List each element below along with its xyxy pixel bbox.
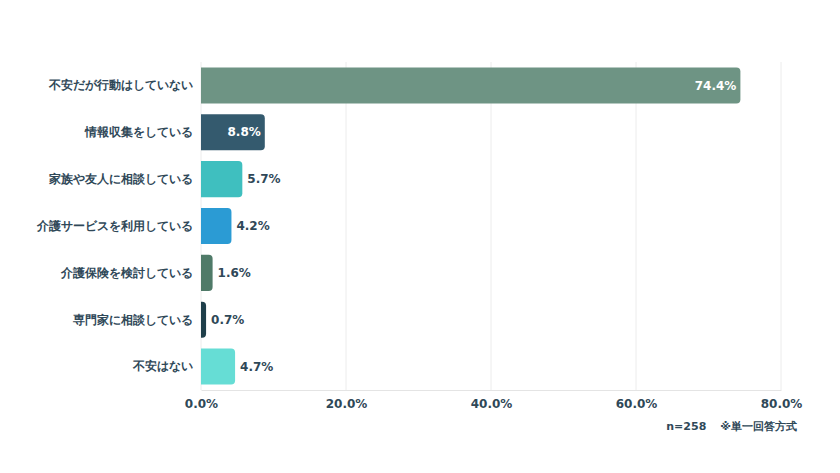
- y-tick: 不安はない: [132, 359, 201, 373]
- x-tick-label: 80.0%: [761, 397, 803, 411]
- y-tick: 家族や友人に相談している: [48, 172, 201, 186]
- grid-line: [781, 62, 782, 390]
- y-tick: 専門家に相談している: [72, 313, 201, 327]
- grid-line: [636, 62, 637, 390]
- annotation: n=258: [666, 420, 706, 433]
- x-tick: 20.0%: [326, 390, 368, 411]
- x-tick: 60.0%: [616, 390, 658, 411]
- x-tick-label: 40.0%: [471, 397, 513, 411]
- bar: [201, 114, 265, 150]
- data-label: 1.6%: [218, 266, 251, 280]
- y-tick: 介護サービスを利用している: [36, 219, 201, 233]
- data-label: 74.4%: [695, 79, 737, 93]
- x-axis: 0.0% 20.0% 40.0% 60.0% 80.0%: [185, 390, 802, 411]
- bar: [201, 67, 740, 103]
- bar: [201, 161, 242, 197]
- y-tick: 介護保険を検討している: [60, 266, 201, 280]
- category-label: 不安はない: [132, 359, 193, 373]
- x-tick: 80.0%: [761, 390, 803, 411]
- annotation: ※単一回答方式: [720, 420, 797, 433]
- x-axis-line: [202, 390, 782, 391]
- data-label: 4.7%: [240, 360, 273, 374]
- x-tick: 0.0%: [185, 390, 218, 411]
- x-tick-label: 60.0%: [616, 397, 658, 411]
- data-labels: 74.4% 8.8% 5.7% 4.2% 1.6% 0.7% 4.7%: [211, 79, 736, 374]
- x-tick-label: 20.0%: [326, 397, 368, 411]
- category-label: 不安だが行動はしていない: [48, 78, 193, 92]
- chart: 0.0% 20.0% 40.0% 60.0% 80.0% 不安だが行動はしていない情報収集…: [0, 0, 840, 473]
- x-tick-label: 0.0%: [185, 397, 218, 411]
- data-label: 5.7%: [247, 172, 280, 186]
- bars: [201, 67, 740, 384]
- bar: [201, 302, 206, 338]
- data-label: 4.2%: [236, 219, 269, 233]
- bar: [201, 208, 231, 244]
- y-tick: 不安だが行動はしていない: [48, 78, 201, 92]
- grid-line: [491, 62, 492, 390]
- grid: [201, 62, 781, 390]
- category-label: 専門家に相談している: [72, 313, 193, 327]
- category-label: 家族や友人に相談している: [48, 172, 193, 186]
- x-tick: 40.0%: [471, 390, 513, 411]
- annotations: ※単一回答方式 n=258: [666, 420, 797, 433]
- plot: 0.0% 20.0% 40.0% 60.0% 80.0% 不安だが行動はしていない情報収集…: [36, 62, 802, 411]
- category-label: 介護保険を検討している: [60, 266, 193, 280]
- category-label: 介護サービスを利用している: [36, 219, 193, 233]
- bar: [201, 349, 235, 385]
- category-label: 情報収集をしている: [84, 125, 193, 139]
- data-label: 8.8%: [228, 125, 261, 139]
- bar: [201, 255, 213, 291]
- grid-line: [346, 62, 347, 390]
- y-axis: 不安だが行動はしていない情報収集をしている家族や友人に相談している介護サービスを…: [36, 63, 202, 391]
- y-tick: 情報収集をしている: [84, 125, 201, 139]
- data-label: 0.7%: [211, 313, 244, 327]
